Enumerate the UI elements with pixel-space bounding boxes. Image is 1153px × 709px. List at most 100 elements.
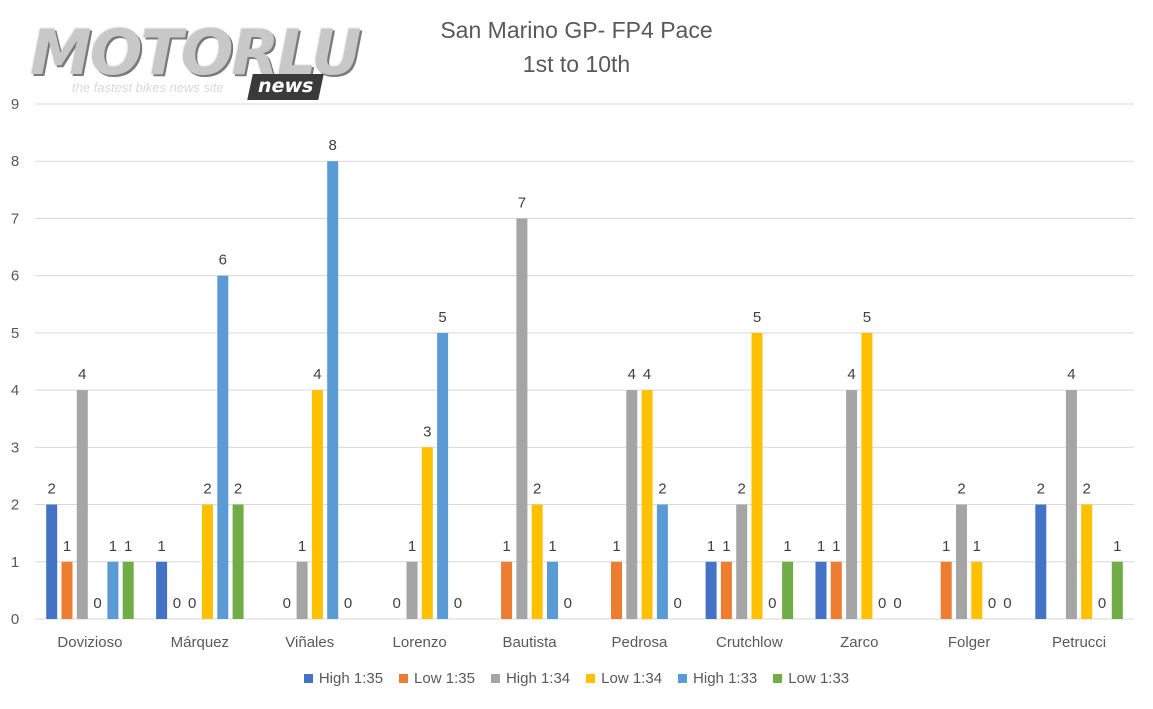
- x-tick-label: Pedrosa: [612, 634, 669, 651]
- legend-label: High 1:33: [693, 670, 758, 687]
- data-label: 6: [219, 252, 227, 269]
- bar: [751, 332, 763, 619]
- bar: [626, 390, 638, 619]
- data-label: 1: [942, 538, 950, 555]
- data-label: 0: [393, 595, 401, 612]
- data-label: 0: [188, 595, 196, 612]
- data-label: 0: [893, 595, 901, 612]
- bar: [940, 561, 952, 619]
- data-label: 2: [533, 481, 541, 498]
- bar: [830, 561, 842, 619]
- data-label: 0: [878, 595, 886, 612]
- legend-label: High 1:35: [318, 670, 384, 687]
- bar: [656, 504, 668, 619]
- data-label: 1: [832, 538, 840, 555]
- bar: [1065, 390, 1077, 619]
- bar: [1081, 504, 1093, 619]
- legend-label: High 1:34: [505, 670, 571, 687]
- x-tick-label: Lorenzo: [393, 634, 447, 651]
- data-label: 0: [1003, 595, 1011, 612]
- logo-tagline: the fastest bikes news site: [72, 80, 224, 95]
- legend-swatch: [303, 674, 313, 683]
- chart-subtitle: 1st to 10th: [522, 51, 631, 77]
- bar: [736, 504, 748, 619]
- y-tick-label: 5: [11, 325, 19, 342]
- bar: [46, 504, 58, 619]
- data-label: 7: [518, 194, 526, 211]
- bar: [156, 561, 168, 619]
- data-label: 1: [1113, 538, 1121, 555]
- legend-swatch: [490, 674, 500, 683]
- bar: [122, 561, 134, 619]
- site-logo: MOTORLU the fastest bikes news site news: [28, 18, 362, 102]
- bar: [107, 561, 119, 619]
- data-label: 1: [973, 538, 981, 555]
- legend-label: Low 1:35: [414, 670, 475, 687]
- data-label: 1: [124, 538, 132, 555]
- x-tick-label: Márquez: [171, 634, 229, 651]
- data-label: 0: [454, 595, 462, 612]
- x-tick-label: Zarco: [840, 634, 878, 651]
- data-label: 4: [628, 366, 636, 383]
- bar: [815, 561, 827, 619]
- data-label: 5: [438, 309, 446, 326]
- data-label: 2: [234, 481, 242, 498]
- data-label: 1: [817, 538, 825, 555]
- bar: [1035, 504, 1047, 619]
- data-label: 1: [783, 538, 791, 555]
- legend-label: Low 1:33: [788, 670, 850, 687]
- bar: [531, 504, 543, 619]
- bar: [782, 561, 794, 619]
- bar: [232, 504, 244, 619]
- bar: [437, 332, 449, 619]
- legend-item: High 1:34: [490, 670, 571, 687]
- bar: [720, 561, 732, 619]
- legend-item: Low 1:33: [773, 670, 849, 687]
- bar: [76, 390, 88, 619]
- chart-legend: High 1:35 Low 1:35 High 1:34 Low 1:34 High 1…: [0, 670, 1153, 687]
- x-tick-label: Viñales: [285, 634, 334, 651]
- y-tick-label: 3: [11, 439, 19, 456]
- legend-label: Low 1:34: [601, 670, 663, 687]
- bar: [406, 561, 418, 619]
- legend-swatch: [399, 674, 409, 683]
- bar: [217, 275, 229, 619]
- data-label: 0: [564, 595, 572, 612]
- data-label: 1: [63, 538, 71, 555]
- legend-swatch: [773, 674, 783, 683]
- data-label: 1: [612, 538, 620, 555]
- bar: [516, 218, 528, 619]
- bar: [971, 561, 983, 619]
- data-label: 0: [93, 595, 101, 612]
- data-label: 0: [768, 595, 776, 612]
- data-label: 4: [847, 366, 855, 383]
- data-label: 2: [658, 481, 666, 498]
- data-label: 8: [329, 137, 337, 154]
- bar: [501, 561, 513, 619]
- bar: [296, 561, 308, 619]
- data-label: 4: [78, 366, 86, 383]
- legend-swatch: [586, 674, 596, 683]
- data-label: 4: [643, 366, 651, 383]
- data-label: 1: [109, 538, 117, 555]
- data-label: 0: [1098, 595, 1106, 612]
- data-label: 3: [423, 423, 431, 440]
- data-label: 2: [48, 481, 56, 498]
- data-label: 0: [283, 595, 291, 612]
- bar: [202, 504, 213, 619]
- y-tick-label: 4: [11, 382, 19, 399]
- data-label: 1: [548, 538, 556, 555]
- y-tick-label: 7: [11, 210, 19, 227]
- y-tick-label: 1: [11, 554, 19, 571]
- bar: [705, 561, 717, 619]
- data-label: 0: [674, 595, 682, 612]
- y-tick-label: 8: [11, 153, 19, 170]
- data-label: 2: [203, 481, 211, 498]
- bar: [611, 561, 622, 619]
- bar: [311, 390, 323, 619]
- legend-item: Low 1:34: [586, 670, 662, 687]
- data-label: 4: [1067, 366, 1075, 383]
- x-tick-label: Bautista: [502, 634, 557, 651]
- chart-title: San Marino GP- FP4 Pace: [440, 17, 713, 43]
